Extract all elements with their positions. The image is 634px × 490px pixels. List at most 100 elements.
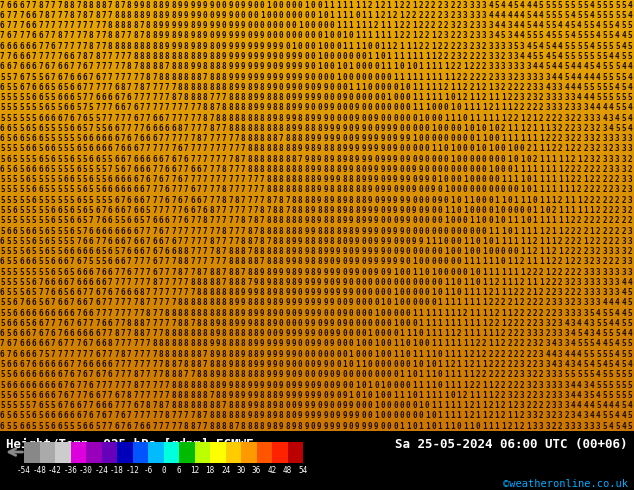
- Text: 8: 8: [184, 350, 188, 359]
- Text: 8: 8: [133, 21, 138, 30]
- Text: 6: 6: [152, 155, 157, 164]
- Text: 2: 2: [583, 196, 588, 205]
- Text: 0: 0: [361, 309, 366, 318]
- Text: 8: 8: [247, 155, 252, 164]
- Text: 0: 0: [444, 268, 448, 276]
- Text: 8: 8: [190, 278, 195, 287]
- Text: 2: 2: [463, 93, 467, 102]
- Text: 8: 8: [216, 247, 220, 256]
- Text: 0: 0: [482, 216, 486, 225]
- Text: 0: 0: [393, 329, 398, 338]
- Text: 8: 8: [254, 319, 258, 328]
- Text: 1: 1: [437, 360, 442, 369]
- Text: 9: 9: [254, 42, 258, 50]
- Text: 0: 0: [368, 309, 372, 318]
- Text: 7: 7: [127, 360, 131, 369]
- Text: 8: 8: [146, 21, 150, 30]
- Text: 0: 0: [311, 350, 315, 359]
- Text: 3: 3: [621, 247, 626, 256]
- Text: 7: 7: [89, 73, 93, 81]
- Text: 5: 5: [89, 165, 93, 174]
- Text: 3: 3: [621, 206, 626, 215]
- Text: 9: 9: [292, 73, 296, 81]
- Text: 7: 7: [190, 226, 195, 236]
- Text: 2: 2: [545, 329, 550, 338]
- Text: 6: 6: [165, 165, 169, 174]
- Text: 5: 5: [57, 216, 61, 225]
- Text: 7: 7: [222, 175, 226, 184]
- Text: 1: 1: [437, 411, 442, 420]
- Bar: [288, 442, 303, 463]
- Text: 7: 7: [158, 288, 163, 297]
- Text: 8: 8: [209, 329, 214, 338]
- Text: 9: 9: [330, 288, 334, 297]
- Text: 7: 7: [32, 0, 36, 10]
- Text: 5: 5: [621, 83, 626, 92]
- Text: 8: 8: [152, 11, 157, 20]
- Text: 3: 3: [590, 268, 594, 276]
- Text: 5: 5: [609, 309, 613, 318]
- Text: 1: 1: [342, 11, 347, 20]
- Text: 9: 9: [254, 93, 258, 102]
- Text: 5: 5: [552, 11, 556, 20]
- Text: 2: 2: [583, 216, 588, 225]
- Text: 2: 2: [628, 165, 632, 174]
- Text: 6: 6: [6, 31, 11, 41]
- Text: 0: 0: [349, 360, 353, 369]
- Text: 9: 9: [216, 350, 220, 359]
- Text: 9: 9: [380, 124, 385, 133]
- Text: 7: 7: [203, 155, 207, 164]
- Text: 0: 0: [437, 247, 442, 256]
- Text: 1: 1: [482, 401, 486, 410]
- Text: 1: 1: [571, 206, 575, 215]
- Text: 7: 7: [222, 145, 226, 153]
- Text: 7: 7: [203, 134, 207, 143]
- Text: 6: 6: [70, 226, 74, 236]
- Text: 1: 1: [469, 319, 474, 328]
- Text: 5: 5: [615, 62, 619, 71]
- Text: 8: 8: [323, 145, 328, 153]
- Text: 9: 9: [254, 381, 258, 390]
- Text: 0: 0: [482, 196, 486, 205]
- Text: 1: 1: [437, 145, 442, 153]
- Text: 8: 8: [228, 329, 233, 338]
- Text: 6: 6: [32, 391, 36, 400]
- Text: 6: 6: [38, 370, 42, 379]
- Text: 1: 1: [571, 185, 575, 195]
- Text: 8: 8: [235, 155, 239, 164]
- Text: 1: 1: [342, 42, 347, 50]
- Text: 0: 0: [317, 103, 321, 112]
- Text: 2: 2: [539, 340, 543, 348]
- Text: 6: 6: [76, 124, 81, 133]
- Text: 9: 9: [228, 52, 233, 61]
- Text: 3: 3: [590, 278, 594, 287]
- Text: 2: 2: [533, 237, 537, 246]
- Text: 7: 7: [158, 103, 163, 112]
- Text: 8: 8: [184, 247, 188, 256]
- Text: 2: 2: [602, 196, 607, 205]
- Text: 1: 1: [387, 31, 391, 41]
- Text: 7: 7: [158, 370, 163, 379]
- Text: 8: 8: [235, 370, 239, 379]
- Text: 0: 0: [444, 257, 448, 266]
- Bar: [195, 442, 210, 463]
- Text: 5: 5: [76, 185, 81, 195]
- Text: 5: 5: [101, 124, 106, 133]
- Text: 0: 0: [374, 360, 378, 369]
- Text: 0: 0: [476, 196, 480, 205]
- Text: 1: 1: [463, 319, 467, 328]
- Text: 6: 6: [70, 114, 74, 122]
- Text: 1: 1: [558, 175, 562, 184]
- Text: 9: 9: [374, 206, 378, 215]
- Text: 2: 2: [463, 52, 467, 61]
- Text: 0: 0: [273, 62, 277, 71]
- Text: 6: 6: [171, 165, 176, 174]
- Text: 0: 0: [450, 237, 455, 246]
- Text: 9: 9: [247, 62, 252, 71]
- Text: 7: 7: [203, 360, 207, 369]
- Text: 6: 6: [51, 114, 55, 122]
- Text: 4: 4: [621, 411, 626, 420]
- Text: 7: 7: [228, 237, 233, 246]
- Text: 7: 7: [133, 360, 138, 369]
- Text: 1: 1: [387, 11, 391, 20]
